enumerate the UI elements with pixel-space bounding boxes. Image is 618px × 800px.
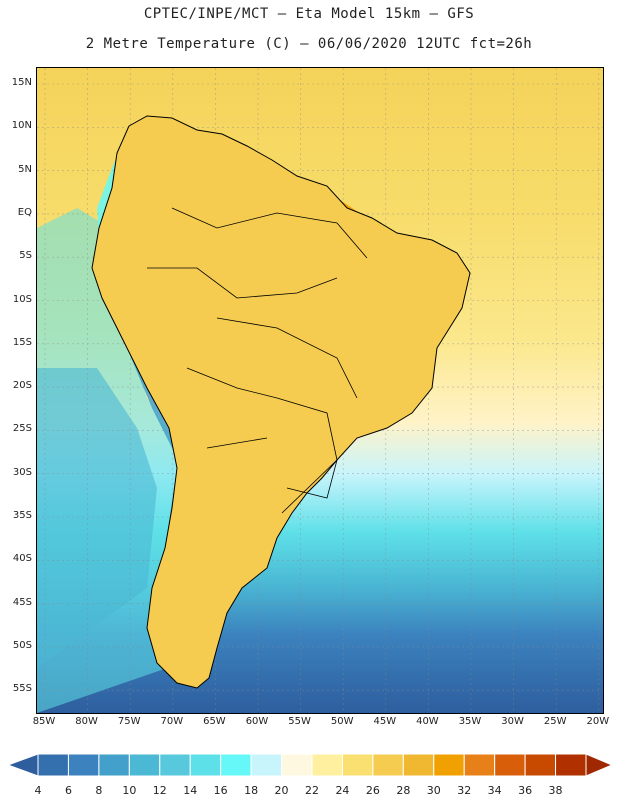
colorbar-tick-label: 36 (518, 784, 533, 797)
lon-label: 40W (416, 716, 439, 727)
lat-label: 35S (12, 510, 32, 521)
lat-label: 50S (12, 639, 32, 651)
lon-label: 80W (75, 716, 98, 727)
colorbar-swatch (494, 753, 526, 777)
colorbar-tick-label: 34 (487, 784, 502, 797)
colorbar-swatch (402, 753, 435, 777)
colorbar-swatch (433, 753, 465, 777)
colorbar-tick-label: 30 (426, 784, 441, 797)
colorbar-swatch (311, 753, 343, 777)
colorbar-tick-label: 12 (152, 784, 167, 797)
lon-label: 35W (458, 716, 482, 727)
colorbar-swatch (250, 753, 283, 777)
temperature-colorbar (6, 753, 614, 777)
colorbar-swatch (37, 753, 69, 777)
lon-label: 50W (330, 716, 354, 727)
graticule (37, 68, 603, 713)
lat-label: 5N (18, 163, 32, 175)
lat-label: 55S (12, 683, 32, 695)
colorbar-swatch (98, 753, 130, 777)
colorbar-tick-label: 32 (457, 784, 472, 797)
lon-label: 45W (373, 716, 397, 727)
colorbar-swatch (189, 753, 222, 777)
lat-label: 5S (19, 250, 32, 262)
colorbar-tick-label: 10 (122, 784, 137, 797)
lon-label: 75W (117, 716, 141, 727)
colorbar-swatch (281, 753, 313, 777)
colorbar-tick-label: 24 (335, 784, 350, 797)
colorbar-swatch (341, 753, 374, 777)
colorbar-tick-label: 18 (244, 784, 259, 797)
lat-label: 40S (12, 553, 32, 565)
colorbar-swatch (220, 753, 252, 777)
lon-label: 60W (245, 716, 269, 727)
temperature-map (37, 68, 603, 713)
colorbar-tick-label: 14 (183, 784, 198, 797)
lat-label: 45S (12, 596, 32, 608)
colorbar-tick-label: 20 (274, 784, 289, 797)
colorbar-swatch (463, 753, 496, 777)
lon-label: 85W (32, 716, 56, 727)
colorbar-tick-label: 8 (95, 784, 103, 797)
colorbar-swatch (128, 753, 161, 777)
colorbar-tick-label: 22 (305, 784, 319, 797)
lon-label: 65W (203, 716, 226, 727)
colorbar-swatch (372, 753, 404, 777)
colorbar-tick-label: 26 (365, 784, 380, 797)
pacific-cold-band (37, 368, 157, 668)
colorbar-left-arrow (6, 753, 39, 777)
lat-label: EQ (17, 206, 32, 218)
lat-label: 20S (12, 380, 32, 392)
map-subtitle: 2 Metre Temperature (C) – 06/06/2020 12U… (85, 36, 533, 52)
colorbar-tick-label: 4 (34, 784, 42, 797)
lat-label: 30S (12, 466, 32, 478)
colorbar-swatch (524, 753, 557, 777)
colorbar-tick-label: 6 (64, 784, 72, 797)
colorbar-swatch (555, 753, 587, 777)
lat-label: 15N (11, 77, 32, 88)
map-title: CPTEC/INPE/MCT – Eta Model 15km – GFS (143, 6, 475, 22)
colorbar-swatch (67, 753, 100, 777)
colorbar-tick-label: 28 (396, 784, 411, 797)
lat-label: 10S (12, 293, 32, 305)
lat-label: 15S (12, 336, 32, 348)
colorbar-tick-label: 38 (548, 784, 563, 797)
colorbar-swatch (159, 753, 191, 777)
lon-label: 70W (160, 716, 184, 727)
map-frame (36, 67, 604, 714)
lat-label: 25S (12, 423, 32, 435)
country-borders (91, 115, 471, 689)
lon-label: 55W (288, 716, 311, 727)
colorbar-tick-label: 16 (213, 784, 228, 797)
lon-label: 20W (586, 716, 610, 727)
lon-label: 25W (543, 716, 567, 727)
colorbar-right-arrow (585, 753, 614, 777)
lat-label: 10N (11, 120, 32, 132)
lon-label: 30W (501, 716, 524, 727)
